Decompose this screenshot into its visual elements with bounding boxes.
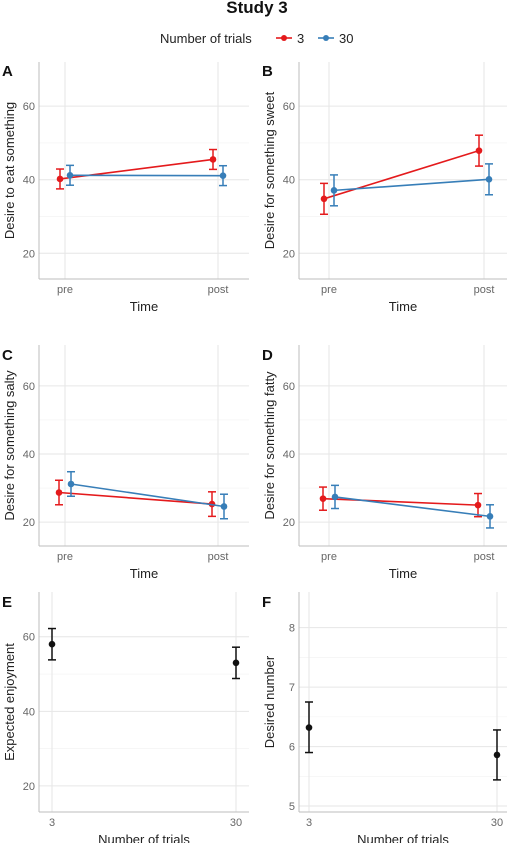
panel-a: 20 40 60 pre post Time Desire to eat something… xyxy=(2,62,249,314)
x-tick-label: post xyxy=(208,284,229,296)
panel-c: 20 40 60 pre post Time Desire for something sa… xyxy=(2,345,249,581)
data-point xyxy=(486,513,494,520)
y-tick-label: 20 xyxy=(283,248,295,260)
y-tick-label: 60 xyxy=(23,101,35,113)
data-point xyxy=(331,493,339,501)
panel-label: E xyxy=(2,594,12,611)
y-axis-title: Desired number xyxy=(262,655,277,748)
x-tick-label: pre xyxy=(321,284,337,296)
y-axis-title: Expected enjoyment xyxy=(2,643,17,761)
data-point xyxy=(219,172,227,179)
panel-e: 20 40 60 3 30 Number of trials Expected enjoym… xyxy=(2,592,249,843)
data-point xyxy=(493,751,501,759)
y-tick-label: 7 xyxy=(289,682,295,694)
y-tick-label: 6 xyxy=(289,742,295,754)
y-tick-label: 20 xyxy=(23,248,35,260)
series-line xyxy=(334,496,491,518)
panel-label: F xyxy=(262,594,271,611)
panel-d: 20 40 60 pre post Time Desire for something fa… xyxy=(262,345,507,581)
y-tick-label: 40 xyxy=(283,449,295,461)
x-tick-label: 3 xyxy=(49,817,55,829)
x-tick-label: 30 xyxy=(491,817,503,829)
y-tick-label: 20 xyxy=(23,781,35,793)
y-tick-label: 5 xyxy=(289,801,295,813)
data-point xyxy=(475,147,483,154)
data-point xyxy=(66,171,74,179)
data-point xyxy=(48,640,56,648)
y-tick-label: 40 xyxy=(283,175,295,187)
x-axis-title: Time xyxy=(389,299,417,314)
data-point xyxy=(485,176,493,183)
y-axis-title: Desire to eat something xyxy=(2,102,17,239)
figure-title: Study 3 xyxy=(226,0,288,17)
y-tick-label: 40 xyxy=(23,706,35,718)
y-tick-label: 60 xyxy=(283,381,295,393)
data-point xyxy=(330,187,338,194)
x-tick-label: post xyxy=(474,551,495,563)
x-axis-title: Number of trials xyxy=(98,832,190,843)
y-axis-title: Desire for something sweet xyxy=(262,91,277,249)
legend-key-point xyxy=(281,35,287,41)
x-axis-title: Time xyxy=(130,566,158,581)
panel-label: C xyxy=(2,347,13,364)
data-point xyxy=(220,503,228,510)
series-line xyxy=(322,497,479,506)
legend: Number of trials 3 30 xyxy=(160,31,353,46)
x-tick-label: pre xyxy=(321,551,337,563)
x-tick-label: post xyxy=(208,551,229,563)
x-tick-label: pre xyxy=(57,551,73,563)
y-axis-title: Desire for something fatty xyxy=(262,371,277,520)
y-tick-label: 20 xyxy=(23,517,35,529)
data-point xyxy=(319,495,327,502)
data-point xyxy=(67,480,75,488)
y-tick-label: 40 xyxy=(23,175,35,187)
data-point xyxy=(232,659,240,667)
panel-f: 5 6 7 8 3 30 Number of trials Desired number F xyxy=(262,592,507,843)
legend-label: 3 xyxy=(297,31,304,46)
legend-title: Number of trials xyxy=(160,31,252,46)
y-tick-label: 8 xyxy=(289,623,295,635)
legend-entry-30: 30 xyxy=(318,31,353,46)
x-tick-label: 3 xyxy=(306,817,312,829)
x-tick-label: 30 xyxy=(230,817,242,829)
data-point xyxy=(320,195,328,203)
panel-b: 20 40 60 pre post Time Desire for something sw… xyxy=(262,62,507,314)
x-tick-label: post xyxy=(474,284,495,296)
legend-label: 30 xyxy=(339,31,353,46)
panel-label: A xyxy=(2,63,13,80)
y-tick-label: 60 xyxy=(23,381,35,393)
panel-label: D xyxy=(262,347,273,364)
y-tick-label: 60 xyxy=(23,632,35,644)
legend-entry-3: 3 xyxy=(276,31,304,46)
x-axis-title: Time xyxy=(389,566,417,581)
y-tick-label: 20 xyxy=(283,517,295,529)
y-axis-title: Desire for something salty xyxy=(2,370,17,521)
series-line xyxy=(70,483,225,508)
series-line xyxy=(333,178,490,192)
y-tick-label: 40 xyxy=(23,449,35,461)
y-tick-label: 60 xyxy=(283,101,295,113)
data-point xyxy=(56,175,64,183)
data-point xyxy=(305,724,313,731)
panel-label: B xyxy=(262,63,273,80)
legend-key-point xyxy=(323,35,329,41)
series-line xyxy=(58,491,213,505)
x-tick-label: pre xyxy=(57,284,73,296)
x-axis-title: Time xyxy=(130,299,158,314)
data-point xyxy=(55,489,63,496)
data-point xyxy=(209,156,217,163)
series-line xyxy=(323,149,480,200)
data-point xyxy=(474,501,482,509)
x-axis-title: Number of trials xyxy=(357,832,449,843)
